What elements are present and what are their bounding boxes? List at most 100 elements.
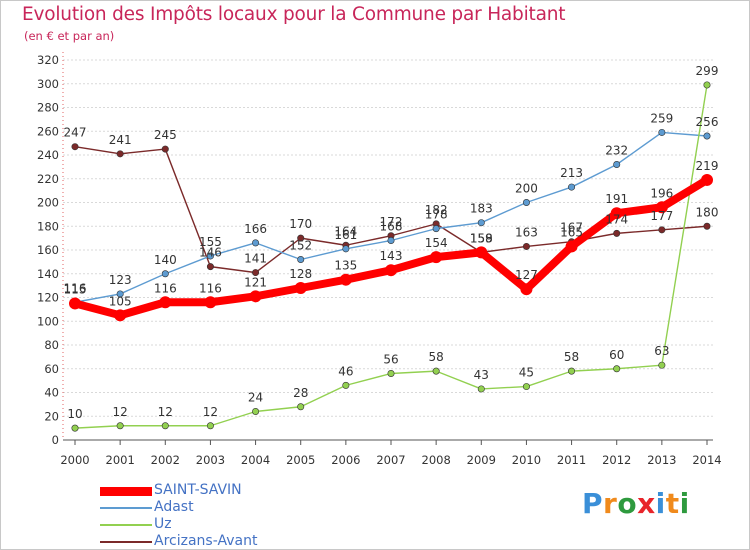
data-label: 259 (650, 111, 673, 125)
data-label: 43 (474, 368, 489, 382)
logo-letter: o (617, 487, 638, 520)
data-point (568, 183, 576, 191)
x-tick-label: 2006 (331, 453, 360, 467)
data-label: 182 (425, 203, 448, 217)
data-label: 200 (515, 182, 538, 196)
y-tick-label: 40 (44, 386, 59, 400)
data-label: 105 (109, 294, 132, 308)
data-label: 167 (560, 221, 583, 235)
data-point (655, 201, 668, 214)
data-label: 174 (605, 212, 628, 226)
x-tick-label: 2004 (241, 453, 270, 467)
data-point (703, 132, 711, 140)
data-label: 154 (425, 236, 448, 250)
x-tick-label: 2014 (692, 453, 721, 467)
axis-layer: 0 20 40 60 80 100 120 140 160 180 200 220 240 260 280 3… (37, 52, 722, 467)
data-label: 60 (609, 348, 624, 362)
y-tick-label: 220 (37, 172, 59, 186)
data-point (477, 219, 485, 227)
data-point (206, 422, 214, 430)
data-point (387, 369, 395, 377)
legend-label-uz: Uz (154, 516, 172, 532)
data-label: 170 (289, 217, 312, 231)
data-label: 161 (334, 228, 357, 242)
data-point (387, 237, 395, 245)
logo-letter: i (655, 487, 666, 520)
data-label: 128 (289, 267, 312, 281)
data-point (297, 234, 305, 242)
grid-layer (63, 59, 713, 417)
data-label: 213 (560, 166, 583, 180)
y-tick-label: 300 (37, 77, 59, 91)
data-label: 12 (158, 405, 173, 419)
y-tick-label: 180 (37, 219, 59, 233)
x-tick-label: 2000 (60, 453, 89, 467)
x-tick-label: 2005 (286, 453, 315, 467)
data-label: 146 (199, 246, 222, 260)
data-label: 155 (199, 235, 222, 249)
data-label: 183 (470, 202, 493, 216)
chart-title: Evolution des Impôts locaux pour la Comm… (22, 4, 566, 25)
y-tick-label: 0 (52, 433, 59, 447)
data-point (116, 422, 124, 430)
legend-swatch-adast (100, 507, 152, 509)
data-point (71, 424, 79, 432)
data-label: 159 (470, 231, 493, 245)
data-point (703, 222, 711, 230)
legend-label-saint-savin: SAINT-SAVIN (154, 482, 242, 498)
series-layer (69, 81, 713, 432)
legend-swatch-arcizans-avant (100, 541, 152, 543)
data-point (475, 246, 488, 259)
x-tick-label: 2010 (512, 453, 541, 467)
data-label: 24 (248, 391, 263, 405)
data-point (613, 229, 621, 237)
data-point (522, 242, 530, 250)
data-label: 45 (519, 366, 534, 380)
data-label: 180 (696, 205, 719, 219)
logo-letter: P (582, 487, 604, 520)
logo-letter: t (665, 487, 680, 520)
data-label: 196 (650, 186, 673, 200)
data-label: 123 (109, 273, 132, 287)
data-label: 172 (380, 215, 403, 229)
y-tick-label: 260 (37, 124, 59, 138)
x-tick-label: 2002 (151, 453, 180, 467)
data-label: 116 (64, 281, 87, 295)
data-point (385, 264, 397, 277)
data-point (252, 239, 260, 247)
data-point (159, 296, 172, 309)
data-point (161, 145, 169, 153)
data-point (206, 263, 214, 271)
data-label: 141 (244, 252, 267, 266)
proxiti-logo: Proxiti (582, 487, 690, 520)
data-point (252, 269, 260, 277)
data-point (613, 161, 621, 169)
data-point (114, 309, 127, 322)
y-tick-label: 140 (37, 267, 59, 281)
data-point (297, 403, 305, 411)
data-point (432, 225, 440, 233)
data-point (432, 367, 440, 375)
legend-swatch-uz (100, 524, 152, 526)
data-label: 164 (334, 224, 357, 238)
data-label: 191 (605, 192, 628, 206)
data-point (252, 407, 260, 415)
data-point (342, 245, 350, 253)
data-label: 63 (654, 344, 669, 358)
data-point (206, 252, 214, 260)
data-label: 10 (67, 407, 82, 421)
data-label: 127 (515, 268, 538, 282)
data-label: 28 (293, 386, 308, 400)
data-label: 58 (564, 350, 579, 364)
chart-subtitle: (en € et par an) (24, 29, 115, 43)
data-label: 140 (154, 253, 177, 267)
logo-letter: i (679, 487, 690, 520)
y-tick-label: 60 (44, 362, 59, 376)
data-label: 232 (605, 144, 628, 158)
x-tick-label: 2008 (422, 453, 451, 467)
y-tick-label: 240 (37, 148, 59, 162)
data-point (703, 81, 711, 89)
data-label: 241 (109, 133, 132, 147)
data-point (71, 143, 79, 151)
